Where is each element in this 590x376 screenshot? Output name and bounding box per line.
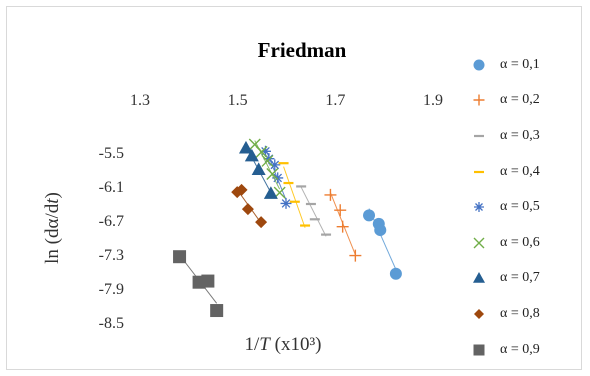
data-point (269, 159, 281, 171)
x-tick-label: 1.9 (423, 92, 443, 109)
legend-marker (474, 134, 484, 138)
series-07 (238, 140, 278, 199)
legend-item: α = 0,7 (466, 261, 584, 297)
series-04 (278, 162, 311, 228)
data-point (324, 188, 337, 201)
series-06 (248, 138, 286, 199)
data-point (334, 204, 347, 217)
legend-marker (474, 308, 484, 319)
y-tick-label: -7.3 (99, 247, 124, 264)
y-tick-label: -8.5 (99, 315, 124, 332)
data-point (244, 148, 259, 162)
legend-item: α = 0,5 (466, 189, 584, 225)
data-point (374, 224, 387, 237)
legend-marker (474, 202, 484, 213)
y-tick-label: -7.9 (99, 281, 124, 298)
chart-frame (6, 6, 582, 370)
data-point (251, 162, 266, 176)
data-point (280, 197, 292, 209)
data-point (473, 59, 485, 71)
data-point (474, 202, 484, 213)
series-03 (296, 185, 332, 237)
legend-marker (473, 272, 485, 284)
y-axis: -5.5 -6.1 -6.7 -7.3 -7.9 -8.5 (99, 145, 124, 332)
legend-item: α = 0,4 (466, 154, 584, 190)
trend-line (300, 186, 327, 237)
legend-marker (473, 94, 485, 106)
legend-label: α = 0,7 (500, 270, 540, 286)
legend-marker (474, 170, 484, 173)
chart-title: Friedman (258, 38, 347, 62)
data-point (263, 186, 278, 199)
legend-item: α = 0,6 (466, 225, 584, 261)
data-point (260, 145, 272, 157)
legend-marker (473, 237, 485, 249)
y-tick-label: -6.1 (99, 179, 124, 196)
data-point (473, 94, 485, 106)
x-tick-label: 1.3 (130, 92, 150, 109)
data-point (241, 203, 254, 216)
data-point (255, 216, 268, 229)
data-point (201, 274, 215, 288)
x-tick-label: 1.7 (325, 92, 345, 109)
y-tick-label: -5.5 (99, 145, 124, 162)
data-point (473, 344, 485, 356)
legend-item: α = 0,8 (466, 296, 584, 332)
legend-label: α = 0,9 (500, 341, 540, 357)
data-point (266, 167, 279, 180)
data-point (349, 249, 362, 262)
data-point (210, 304, 224, 318)
legend-label: α = 0,8 (500, 305, 540, 321)
legend-label: α = 0,4 (500, 163, 540, 179)
legend-label: α = 0,1 (500, 56, 540, 72)
y-tick-label: -6.7 (99, 213, 124, 230)
legend-item: α = 0,3 (466, 118, 584, 154)
data-point (255, 145, 268, 158)
legend-label: α = 0,3 (500, 127, 540, 143)
data-point (261, 154, 274, 167)
data-point (235, 183, 248, 196)
data-point (173, 250, 187, 264)
legend-label: α = 0,5 (500, 199, 540, 215)
data-point (363, 209, 376, 222)
legend-item: α = 0,2 (466, 83, 584, 119)
legend-label: α = 0,2 (500, 92, 540, 108)
series-08 (231, 183, 268, 229)
legend-item: α = 0,9 (466, 332, 584, 368)
legend-item: α = 0,1 (466, 47, 584, 83)
chart-legend: α = 0,1 α = 0,2 α = 0,3 α = 0,4 α = 0,5 α = 0… (466, 47, 584, 367)
trend-line (283, 166, 306, 228)
x-axis: 1.3 1.5 1.7 1.9 (130, 92, 443, 109)
data-point (238, 140, 253, 154)
legend-label: α = 0,6 (500, 234, 540, 250)
data-point (473, 237, 485, 249)
x-axis-label: 1/T (x10³) (245, 334, 322, 355)
data-point (389, 267, 402, 280)
data-point (272, 172, 284, 184)
legend-marker (473, 344, 485, 356)
data-point (473, 272, 485, 284)
data-point (336, 220, 349, 233)
series-09 (173, 250, 224, 318)
x-tick-label: 1.5 (228, 92, 248, 109)
series-01 (363, 208, 402, 280)
series-02 (324, 188, 362, 262)
plot-series (173, 138, 402, 318)
data-point (474, 308, 484, 319)
legend-marker (473, 59, 485, 71)
y-axis-label: ln (dα/dt) (42, 192, 63, 264)
